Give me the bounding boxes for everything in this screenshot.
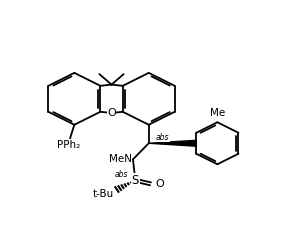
Text: O: O bbox=[107, 108, 116, 118]
Text: t-Bu: t-Bu bbox=[93, 189, 114, 199]
Text: PPh₂: PPh₂ bbox=[57, 140, 80, 150]
Text: Me: Me bbox=[210, 108, 225, 118]
Text: abs: abs bbox=[115, 170, 128, 179]
Text: S: S bbox=[132, 174, 139, 187]
Text: abs: abs bbox=[156, 133, 169, 142]
Polygon shape bbox=[149, 140, 196, 146]
Text: MeN: MeN bbox=[109, 154, 132, 164]
Text: O: O bbox=[156, 179, 164, 189]
